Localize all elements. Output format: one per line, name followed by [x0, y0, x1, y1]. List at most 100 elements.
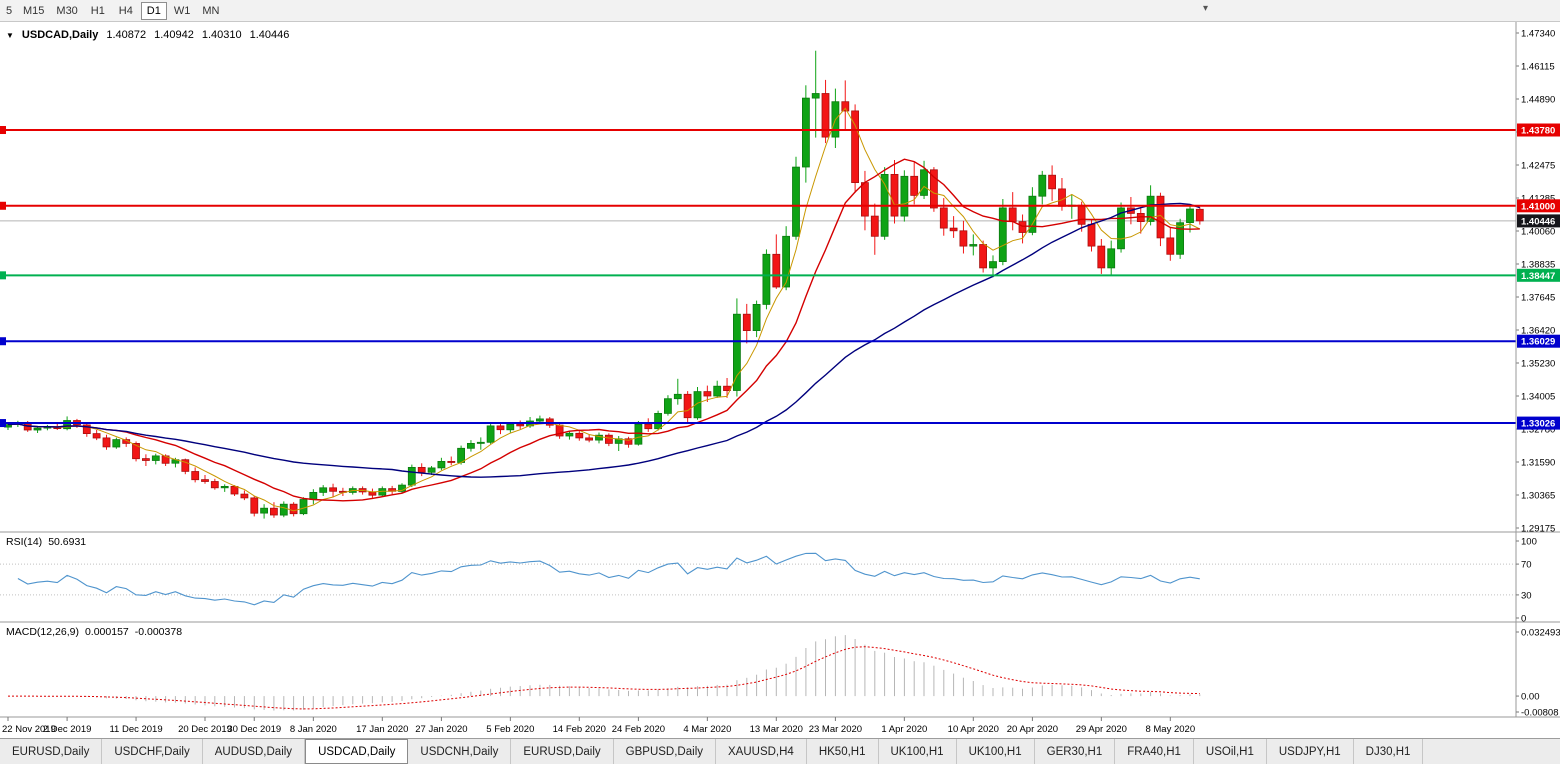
hline-left-marker — [0, 271, 6, 280]
candle-body — [230, 485, 239, 495]
candle-body — [466, 442, 475, 449]
date-axis-label: 10 Apr 2020 — [948, 724, 999, 735]
candle-body — [319, 487, 328, 493]
tab-fra40-h1[interactable]: FRA40,H1 — [1115, 739, 1194, 764]
candle-body — [782, 235, 790, 288]
hline-price-badge — [1517, 199, 1560, 213]
candle-body — [811, 93, 820, 99]
hline-price-label: 1.41000 — [1521, 201, 1555, 212]
macd-signal-value: -0.000378 — [134, 626, 183, 638]
tab-usdcad-daily[interactable]: USDCAD,Daily — [305, 739, 409, 764]
candle-body — [82, 424, 91, 434]
timeframe-m15-button[interactable]: M15 — [18, 2, 49, 20]
candle-body — [457, 447, 466, 463]
candle-body — [210, 481, 219, 489]
candle-body — [1087, 223, 1096, 247]
timeframe-d1-button[interactable]: D1 — [140, 1, 167, 20]
tab-usoil-h1[interactable]: USOil,H1 — [1194, 739, 1267, 764]
candle-body — [151, 455, 160, 461]
rsi-axis-label: 100 — [1521, 537, 1537, 548]
candle-body — [1048, 174, 1056, 190]
timeframe-h1-button[interactable]: H1 — [85, 2, 111, 20]
candle-body — [624, 438, 633, 445]
candle-body — [132, 442, 140, 460]
candle-body — [201, 479, 209, 482]
candle-body — [998, 207, 1007, 262]
price-axis-label: 1.32780 — [1521, 425, 1555, 436]
timeframe-m5-button[interactable]: 5 — [2, 2, 16, 20]
candle-body — [141, 458, 150, 461]
tab-usdcnh-daily[interactable]: USDCNH,Daily — [408, 739, 512, 764]
price-axis-label: 1.44890 — [1521, 95, 1555, 106]
tab-usdjpy-h1[interactable]: USDJPY,H1 — [1267, 739, 1354, 764]
timeframe-w1-button[interactable]: W1 — [169, 2, 196, 20]
candle-body — [545, 418, 554, 426]
ohlc-low-value: 1.40310 — [201, 29, 242, 41]
tab-eurusd-daily-2[interactable]: EURUSD,Daily — [511, 739, 614, 764]
price-axis-label: 1.40060 — [1521, 227, 1555, 238]
date-axis-label: 30 Dec 2019 — [227, 724, 281, 735]
timeframe-mn-button[interactable]: MN — [197, 2, 224, 20]
timeframe-m30-button[interactable]: M30 — [51, 2, 82, 20]
tab-usdchf-daily[interactable]: USDCHF,Daily — [102, 739, 203, 764]
tab-dj30-h1[interactable]: DJ30,H1 — [1354, 739, 1424, 764]
chart-collapse-icon[interactable]: ▼ — [6, 30, 14, 40]
macd-main-value: 0.000157 — [84, 626, 129, 638]
chart-symbol-label: USDCAD,Daily — [21, 29, 99, 41]
rsi-axis-label: 70 — [1521, 560, 1532, 571]
candle-body — [122, 439, 131, 444]
candle-body — [1195, 208, 1204, 222]
toolbar-overflow-chevron-icon[interactable]: ▾ — [1203, 3, 1209, 14]
candle-body — [959, 230, 968, 247]
hline-price-badge — [1517, 123, 1560, 137]
candle-body — [742, 313, 751, 332]
tab-uk100-h1[interactable]: UK100,H1 — [879, 739, 957, 764]
chart-window: 1.473401.461151.448901.436651.424751.412… — [0, 22, 1560, 738]
tab-xauusd-h4[interactable]: XAUUSD,H4 — [716, 739, 807, 764]
current-price-label: 1.40446 — [1521, 216, 1555, 227]
candle-body — [821, 93, 830, 138]
tab-eurusd-daily[interactable]: EURUSD,Daily — [0, 739, 103, 764]
candle-body — [930, 169, 938, 209]
tab-hk50-h1[interactable]: HK50,H1 — [807, 739, 879, 764]
price-axis-label: 1.42475 — [1521, 161, 1555, 172]
tab-uk100-h1-2[interactable]: UK100,H1 — [957, 739, 1035, 764]
hline-left-marker — [0, 419, 6, 428]
candle-body — [841, 101, 850, 112]
price-axis-label: 1.46115 — [1521, 62, 1555, 73]
candle-body — [269, 507, 278, 516]
price-axis-label: 1.47340 — [1521, 29, 1555, 40]
date-axis-label: 27 Jan 2020 — [415, 724, 467, 735]
candle-body — [1018, 221, 1027, 233]
rsi-name: RSI(14) — [6, 536, 43, 548]
candle-body — [890, 173, 899, 217]
candle-body — [1186, 208, 1194, 224]
price-chart-canvas[interactable]: 1.473401.461151.448901.436651.424751.412… — [0, 22, 1560, 738]
candle-body — [447, 460, 456, 463]
macd-signal-line — [8, 646, 1200, 710]
candle-body — [506, 423, 515, 431]
tab-ger30-h1[interactable]: GER30,H1 — [1035, 739, 1116, 764]
candle-body — [1117, 207, 1125, 250]
tab-audusd-daily[interactable]: AUDUSD,Daily — [203, 739, 306, 764]
candle-body — [683, 393, 692, 419]
hline-left-marker — [0, 201, 6, 210]
candle-body — [516, 423, 525, 427]
hline-left-marker — [0, 126, 6, 135]
candle-body — [565, 432, 574, 437]
rsi-indicator-label: RSI(14) 50.6931 — [6, 536, 86, 548]
candle-body — [772, 253, 781, 288]
tab-gbpusd-daily[interactable]: GBPUSD,Daily — [614, 739, 716, 764]
ma-slow-line — [7, 202, 1201, 478]
price-axis-label: 1.34005 — [1521, 392, 1555, 403]
ma-fast-line — [7, 107, 1201, 512]
timeframe-h4-button[interactable]: H4 — [113, 2, 139, 20]
candle-body — [112, 439, 121, 448]
date-axis-label: 14 Feb 2020 — [553, 724, 606, 735]
candle-body — [279, 503, 288, 516]
candle-body — [723, 385, 731, 392]
candle-body — [713, 385, 722, 397]
candle-body — [309, 491, 318, 500]
candle-body — [585, 437, 593, 441]
candle-body — [329, 487, 338, 492]
